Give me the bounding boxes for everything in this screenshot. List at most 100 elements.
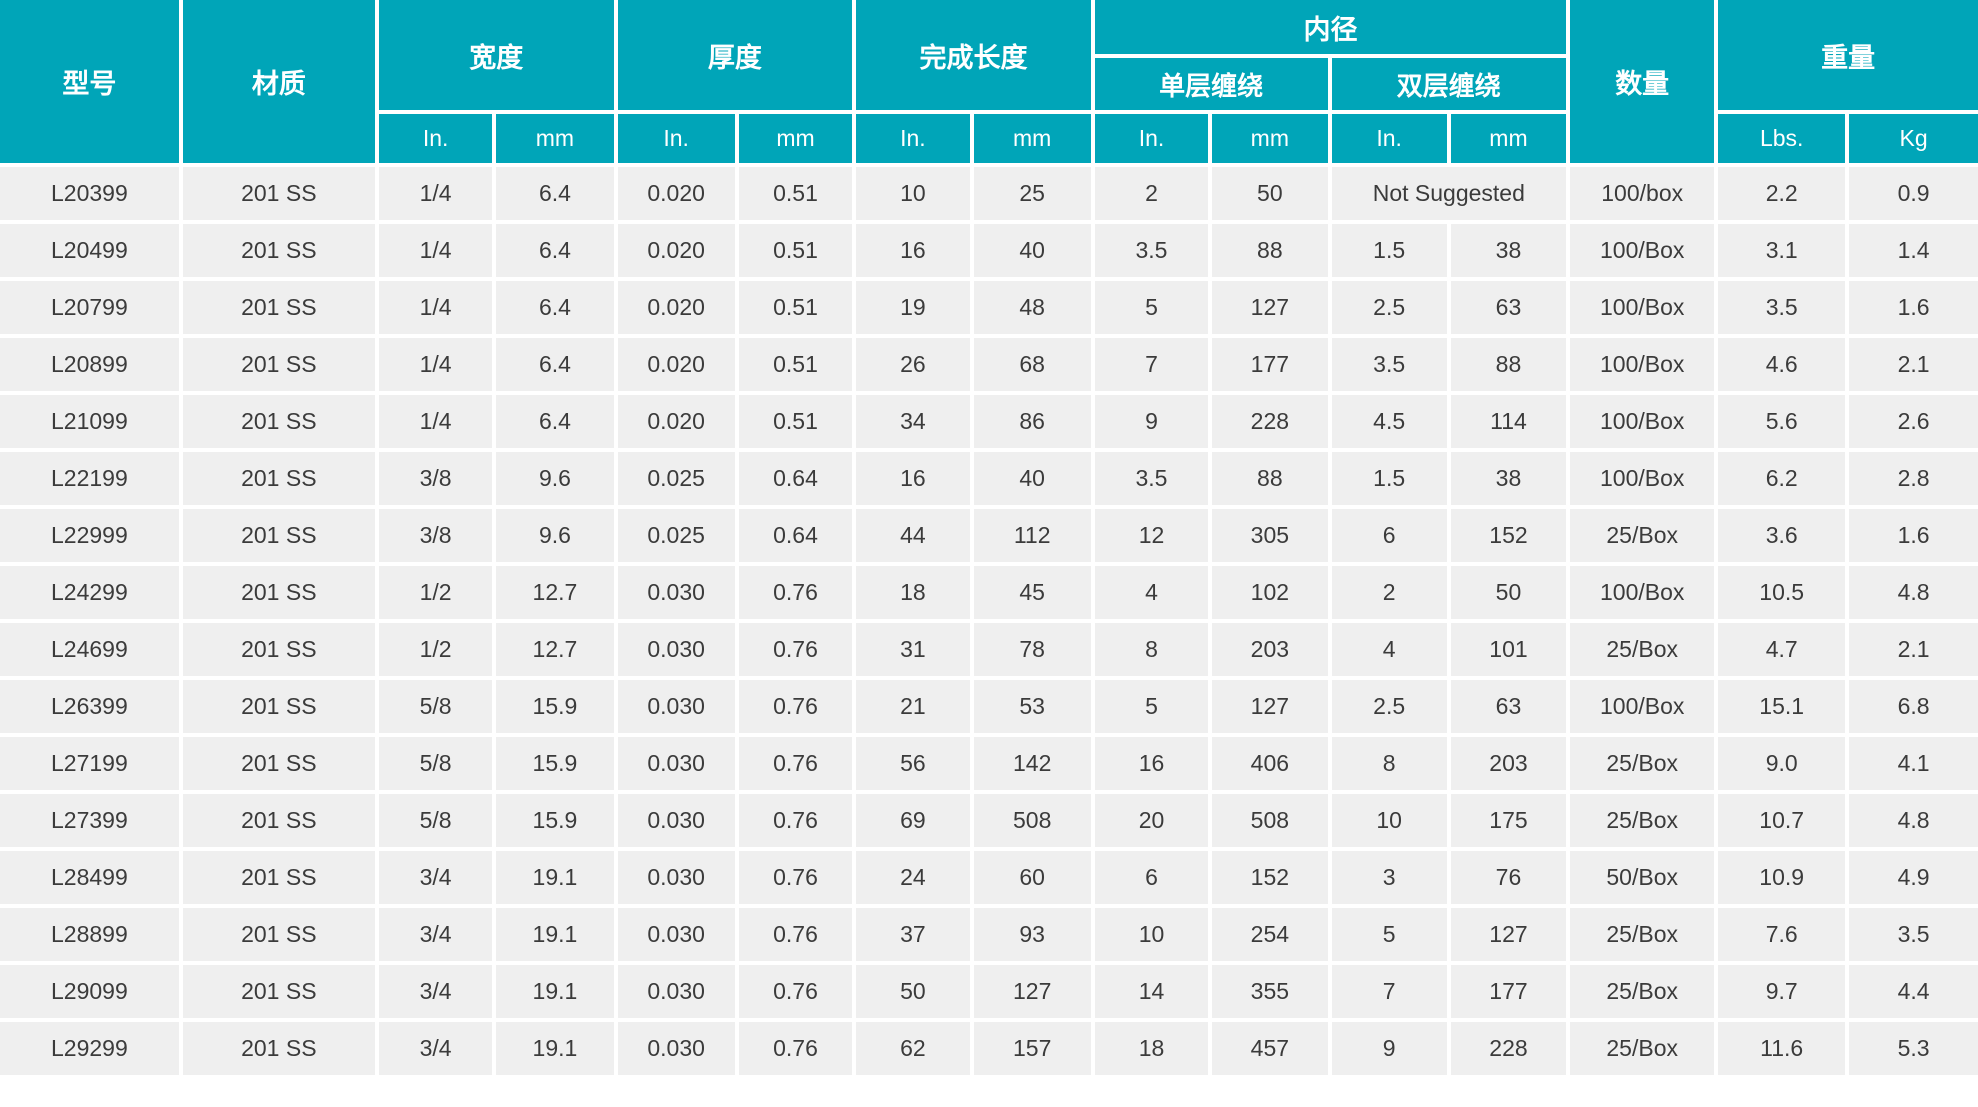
- single-wrap-mm-cell: 50: [1212, 167, 1328, 220]
- material-cell: 201 SS: [182, 908, 375, 961]
- thickness-in-cell: 0.025: [617, 509, 735, 562]
- single-wrap-mm-cell: 88: [1212, 224, 1328, 277]
- weight-kg-cell: 3.5: [1849, 908, 1978, 961]
- double-wrap-mm-cell: 76: [1450, 851, 1567, 904]
- material-cell: 201 SS: [182, 395, 375, 448]
- width-mm-cell: 15.9: [496, 794, 614, 847]
- thickness-mm-cell: 0.76: [738, 794, 853, 847]
- table-row: L29099 201 SS 3/4 19.1 0.030 0.76 50 127 14 355 7 1…: [0, 965, 1978, 1018]
- table-row: L24699 201 SS 1/2 12.7 0.030 0.76 31 78 8 203 4 101…: [0, 623, 1978, 676]
- weight-lbs-cell: 6.2: [1718, 452, 1846, 505]
- weight-kg-cell: 4.1: [1849, 737, 1978, 790]
- thickness-mm-cell: 0.76: [738, 623, 853, 676]
- length-mm-cell: 112: [973, 509, 1091, 562]
- width-mm-cell: 15.9: [496, 737, 614, 790]
- material-cell: 201 SS: [182, 338, 375, 391]
- single-wrap-mm-cell: 203: [1212, 623, 1328, 676]
- quantity-cell: 25/Box: [1570, 965, 1715, 1018]
- thickness-mm-cell: 0.76: [738, 851, 853, 904]
- single-wrap-in-cell: 14: [1094, 965, 1209, 1018]
- model-cell: L22999: [0, 509, 179, 562]
- table-row: L26399 201 SS 5/8 15.9 0.030 0.76 21 53 5 127 2.5 6…: [0, 680, 1978, 733]
- header-double-wrap-in: In.: [1331, 114, 1447, 163]
- thickness-in-cell: 0.020: [617, 167, 735, 220]
- quantity-cell: 100/Box: [1570, 452, 1715, 505]
- table-header: 型号 材质 宽度 厚度 完成长度 内径 数量 重量 单层缠绕 双层缠绕 In. …: [0, 0, 1978, 163]
- weight-kg-cell: 4.8: [1849, 566, 1978, 619]
- weight-kg-cell: 5.3: [1849, 1022, 1978, 1075]
- quantity-cell: 100/Box: [1570, 566, 1715, 619]
- thickness-mm-cell: 0.76: [738, 965, 853, 1018]
- length-in-cell: 16: [856, 224, 970, 277]
- table-row: L29299 201 SS 3/4 19.1 0.030 0.76 62 157 18 457 9 2…: [0, 1022, 1978, 1075]
- double-wrap-mm-cell: 63: [1450, 680, 1567, 733]
- double-wrap-mm-cell: 88: [1450, 338, 1567, 391]
- table-body: L20399 201 SS 1/4 6.4 0.020 0.51 10 25 2 50 Not Su…: [0, 167, 1978, 1075]
- model-cell: L20399: [0, 167, 179, 220]
- single-wrap-mm-cell: 508: [1212, 794, 1328, 847]
- thickness-mm-cell: 0.76: [738, 1022, 853, 1075]
- single-wrap-mm-cell: 228: [1212, 395, 1328, 448]
- header-single-wrap-in: In.: [1094, 114, 1209, 163]
- single-wrap-in-cell: 12: [1094, 509, 1209, 562]
- model-cell: L22199: [0, 452, 179, 505]
- material-cell: 201 SS: [182, 566, 375, 619]
- single-wrap-in-cell: 18: [1094, 1022, 1209, 1075]
- double-wrap-in-cell: 1.5: [1331, 452, 1447, 505]
- length-in-cell: 10: [856, 167, 970, 220]
- model-cell: L28499: [0, 851, 179, 904]
- thickness-mm-cell: 0.76: [738, 737, 853, 790]
- quantity-cell: 100/Box: [1570, 680, 1715, 733]
- single-wrap-mm-cell: 127: [1212, 281, 1328, 334]
- double-wrap-mm-cell: 228: [1450, 1022, 1567, 1075]
- weight-kg-cell: 6.8: [1849, 680, 1978, 733]
- model-cell: L20899: [0, 338, 179, 391]
- material-cell: 201 SS: [182, 281, 375, 334]
- header-finished-length: 完成长度: [856, 0, 1091, 110]
- thickness-mm-cell: 0.76: [738, 680, 853, 733]
- single-wrap-mm-cell: 406: [1212, 737, 1328, 790]
- single-wrap-in-cell: 5: [1094, 281, 1209, 334]
- length-in-cell: 69: [856, 794, 970, 847]
- double-wrap-mm-cell: 63: [1450, 281, 1567, 334]
- length-in-cell: 62: [856, 1022, 970, 1075]
- length-in-cell: 34: [856, 395, 970, 448]
- header-weight-kg: Kg: [1849, 114, 1978, 163]
- width-in-cell: 3/4: [378, 851, 493, 904]
- header-thickness-mm: mm: [738, 114, 853, 163]
- header-quantity: 数量: [1570, 0, 1715, 163]
- double-wrap-in-cell: Not Suggested: [1331, 167, 1567, 220]
- length-mm-cell: 40: [973, 224, 1091, 277]
- width-mm-cell: 19.1: [496, 965, 614, 1018]
- header-width: 宽度: [378, 0, 614, 110]
- length-in-cell: 24: [856, 851, 970, 904]
- double-wrap-mm-cell: 38: [1450, 224, 1567, 277]
- thickness-mm-cell: 0.51: [738, 338, 853, 391]
- model-cell: L27199: [0, 737, 179, 790]
- length-in-cell: 44: [856, 509, 970, 562]
- single-wrap-mm-cell: 355: [1212, 965, 1328, 1018]
- material-cell: 201 SS: [182, 794, 375, 847]
- double-wrap-in-cell: 2: [1331, 566, 1447, 619]
- width-in-cell: 1/2: [378, 566, 493, 619]
- width-in-cell: 1/4: [378, 224, 493, 277]
- single-wrap-mm-cell: 127: [1212, 680, 1328, 733]
- single-wrap-in-cell: 2: [1094, 167, 1209, 220]
- header-material: 材质: [182, 0, 375, 163]
- material-cell: 201 SS: [182, 1022, 375, 1075]
- thickness-mm-cell: 0.51: [738, 224, 853, 277]
- length-mm-cell: 157: [973, 1022, 1091, 1075]
- width-mm-cell: 6.4: [496, 224, 614, 277]
- width-in-cell: 1/4: [378, 281, 493, 334]
- model-cell: L26399: [0, 680, 179, 733]
- weight-lbs-cell: 11.6: [1718, 1022, 1846, 1075]
- weight-kg-cell: 1.4: [1849, 224, 1978, 277]
- width-mm-cell: 12.7: [496, 566, 614, 619]
- material-cell: 201 SS: [182, 167, 375, 220]
- length-mm-cell: 53: [973, 680, 1091, 733]
- length-in-cell: 18: [856, 566, 970, 619]
- width-mm-cell: 6.4: [496, 167, 614, 220]
- model-cell: L24299: [0, 566, 179, 619]
- length-mm-cell: 60: [973, 851, 1091, 904]
- table-row: L22999 201 SS 3/8 9.6 0.025 0.64 44 112 12 305 6 15…: [0, 509, 1978, 562]
